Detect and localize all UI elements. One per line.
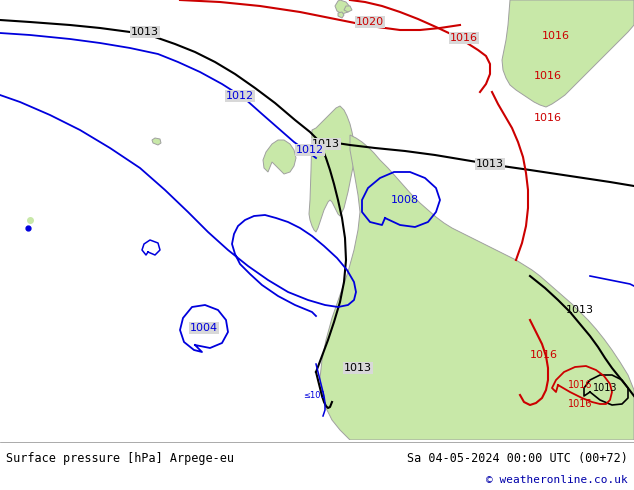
Polygon shape: [263, 140, 296, 174]
Polygon shape: [320, 135, 634, 440]
Polygon shape: [152, 138, 161, 145]
Polygon shape: [502, 0, 634, 107]
Text: © weatheronline.co.uk: © weatheronline.co.uk: [486, 475, 628, 485]
Text: Sa 04-05-2024 00:00 UTC (00+72): Sa 04-05-2024 00:00 UTC (00+72): [407, 451, 628, 465]
Text: 1013: 1013: [312, 139, 340, 149]
Text: 1016: 1016: [568, 399, 592, 409]
Text: 1020: 1020: [356, 17, 384, 27]
Text: 1016: 1016: [568, 380, 592, 390]
Text: 1016: 1016: [530, 350, 558, 360]
Polygon shape: [309, 106, 355, 232]
Text: 1016: 1016: [450, 33, 478, 43]
Text: Surface pressure [hPa] Arpege-eu: Surface pressure [hPa] Arpege-eu: [6, 451, 234, 465]
Text: 1016: 1016: [534, 71, 562, 81]
Text: 1013: 1013: [344, 363, 372, 373]
Text: 1016: 1016: [534, 113, 562, 123]
Text: 1008: 1008: [391, 195, 419, 205]
Polygon shape: [335, 0, 350, 14]
Text: 1013: 1013: [131, 27, 159, 37]
Text: 1012: 1012: [226, 91, 254, 101]
Text: 1016: 1016: [542, 31, 570, 41]
Polygon shape: [338, 12, 344, 18]
Text: 1013: 1013: [566, 305, 594, 315]
Text: 1004: 1004: [190, 323, 218, 333]
Text: ≤101: ≤101: [302, 391, 325, 399]
Text: 1013: 1013: [476, 159, 504, 169]
Text: 1013: 1013: [593, 383, 618, 393]
Text: 1012: 1012: [296, 145, 324, 155]
Polygon shape: [344, 6, 352, 12]
